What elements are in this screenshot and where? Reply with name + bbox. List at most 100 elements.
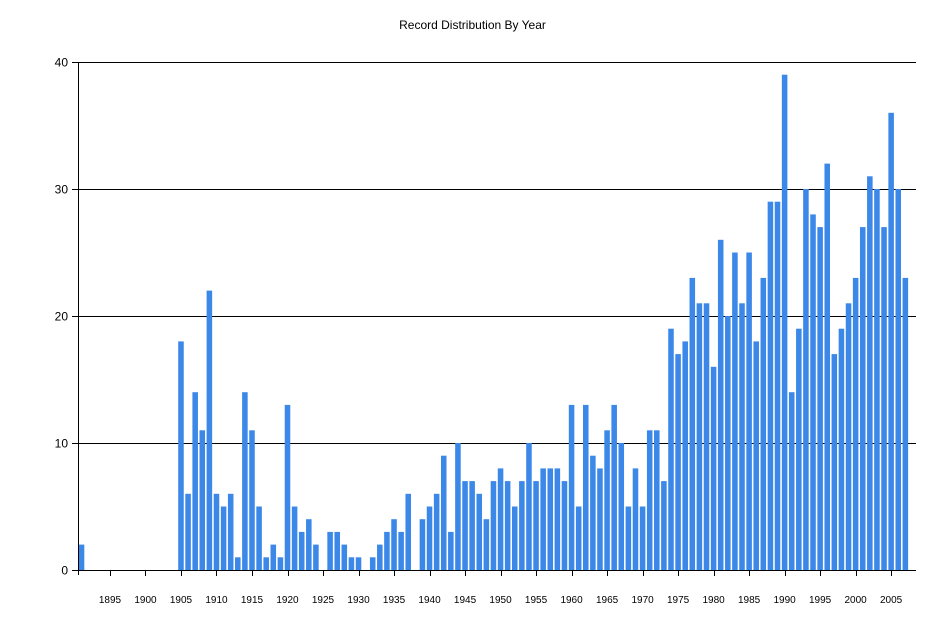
x-tick-label-1900: 1900	[134, 595, 157, 606]
bar-1991	[788, 392, 795, 570]
bar-1946	[469, 481, 475, 570]
bar-1999	[845, 303, 852, 570]
chart-title: Record Distribution By Year	[399, 18, 546, 32]
bar-1963	[590, 455, 596, 570]
x-tick-label-1970: 1970	[631, 595, 654, 606]
bar-1908	[199, 430, 206, 570]
bar-1980	[710, 366, 717, 570]
y-tick-label-30: 30	[55, 183, 69, 197]
gridlines	[78, 62, 916, 444]
x-tick-label-1995: 1995	[809, 595, 832, 606]
y-tick-label-0: 0	[61, 564, 68, 578]
bar-1962	[583, 404, 589, 570]
bar-1941	[433, 493, 440, 570]
bar-1994	[810, 214, 816, 570]
bar-1924	[313, 544, 319, 570]
bar-1992	[796, 328, 802, 570]
bar-2003	[874, 189, 880, 570]
axes	[72, 62, 916, 575]
bar-1987	[760, 277, 767, 570]
x-tick-label-1975: 1975	[667, 595, 690, 606]
bar-1912	[227, 493, 234, 570]
bar-1964	[597, 468, 603, 570]
bar-1973	[661, 481, 667, 570]
bar-1910	[213, 493, 220, 570]
bar-1911	[220, 506, 227, 570]
x-tick-label-2005: 2005	[880, 595, 903, 606]
bar-1939	[419, 519, 426, 570]
x-tick-label-1945: 1945	[454, 595, 477, 606]
bar-1934	[384, 531, 390, 570]
bar-1944	[455, 443, 461, 570]
bar-1937	[405, 493, 411, 570]
bar-1891	[78, 544, 85, 570]
bar-1949	[490, 481, 497, 570]
bar-1986	[753, 341, 759, 570]
bar-series	[78, 74, 909, 571]
bar-1969	[632, 468, 639, 570]
x-tick-label-1895: 1895	[99, 595, 122, 606]
bar-2005	[888, 112, 894, 571]
bar-1940	[426, 506, 433, 570]
bar-1916	[256, 506, 262, 570]
bar-1997	[831, 354, 838, 570]
bar-1985	[746, 252, 752, 570]
bar-1954	[526, 443, 532, 570]
bar-1917	[263, 557, 269, 570]
y-tick-label-20: 20	[55, 310, 69, 324]
x-tick-label-1960: 1960	[560, 595, 583, 606]
x-tick-label-1940: 1940	[418, 595, 441, 606]
bar-1948	[483, 519, 490, 570]
bar-2006	[895, 189, 902, 570]
bar-1953	[519, 481, 525, 570]
bar-1945	[462, 481, 468, 570]
bar-1958	[554, 468, 561, 570]
bar-1988	[767, 201, 774, 570]
x-tick-label-1915: 1915	[241, 595, 264, 606]
bar-1971	[646, 430, 653, 570]
bar-1990	[781, 74, 788, 570]
bar-2001	[859, 227, 866, 570]
x-tick-label-1910: 1910	[205, 595, 228, 606]
bar-1935	[391, 519, 397, 570]
x-tick-label-1935: 1935	[383, 595, 406, 606]
y-axis-ticks: 0 10 20 30 40	[55, 56, 78, 578]
bar-1974	[668, 328, 674, 570]
bar-1998	[838, 328, 845, 570]
bar-1975	[675, 354, 681, 570]
bar-1983	[732, 252, 738, 570]
bar-1918	[270, 544, 277, 570]
bar-1909	[206, 290, 213, 570]
bar-1923	[306, 519, 312, 570]
bar-1970	[639, 506, 646, 570]
bar-1905	[178, 341, 184, 570]
x-tick-label-1930: 1930	[347, 595, 370, 606]
bar-2004	[881, 227, 887, 570]
bar-1977	[689, 277, 696, 570]
bar-1993	[803, 189, 809, 570]
bar-1922	[298, 531, 305, 570]
x-tick-label-2000: 2000	[845, 595, 868, 606]
bar-1972	[654, 430, 660, 570]
bar-1979	[703, 303, 710, 570]
bar-1914	[242, 392, 248, 570]
bar-2000	[852, 277, 859, 570]
bar-1995	[817, 227, 823, 570]
bar-1956	[540, 468, 546, 570]
bar-1951	[504, 481, 511, 570]
bar-1960	[568, 404, 575, 570]
y-tick-label-10: 10	[55, 437, 69, 451]
bar-2007	[902, 277, 909, 570]
bar-1961	[575, 506, 582, 570]
bar-1984	[739, 303, 745, 570]
bar-1930	[355, 557, 362, 570]
bar-1907	[192, 392, 198, 570]
bar-1947	[476, 493, 483, 570]
bar-1920	[284, 404, 291, 570]
bar-1942	[440, 455, 447, 570]
bar-1981	[717, 239, 724, 571]
x-tick-label-1965: 1965	[596, 595, 619, 606]
bar-1926	[327, 531, 333, 570]
bar-1943	[448, 531, 454, 570]
